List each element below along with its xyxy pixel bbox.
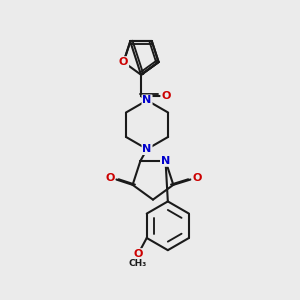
Text: O: O [161,91,171,101]
Text: N: N [142,144,152,154]
Text: N: N [142,95,152,105]
Text: O: O [119,57,128,67]
Text: O: O [134,249,143,259]
Text: O: O [192,173,202,183]
Text: N: N [161,156,170,166]
Text: CH₃: CH₃ [128,259,146,268]
Text: O: O [105,173,114,183]
